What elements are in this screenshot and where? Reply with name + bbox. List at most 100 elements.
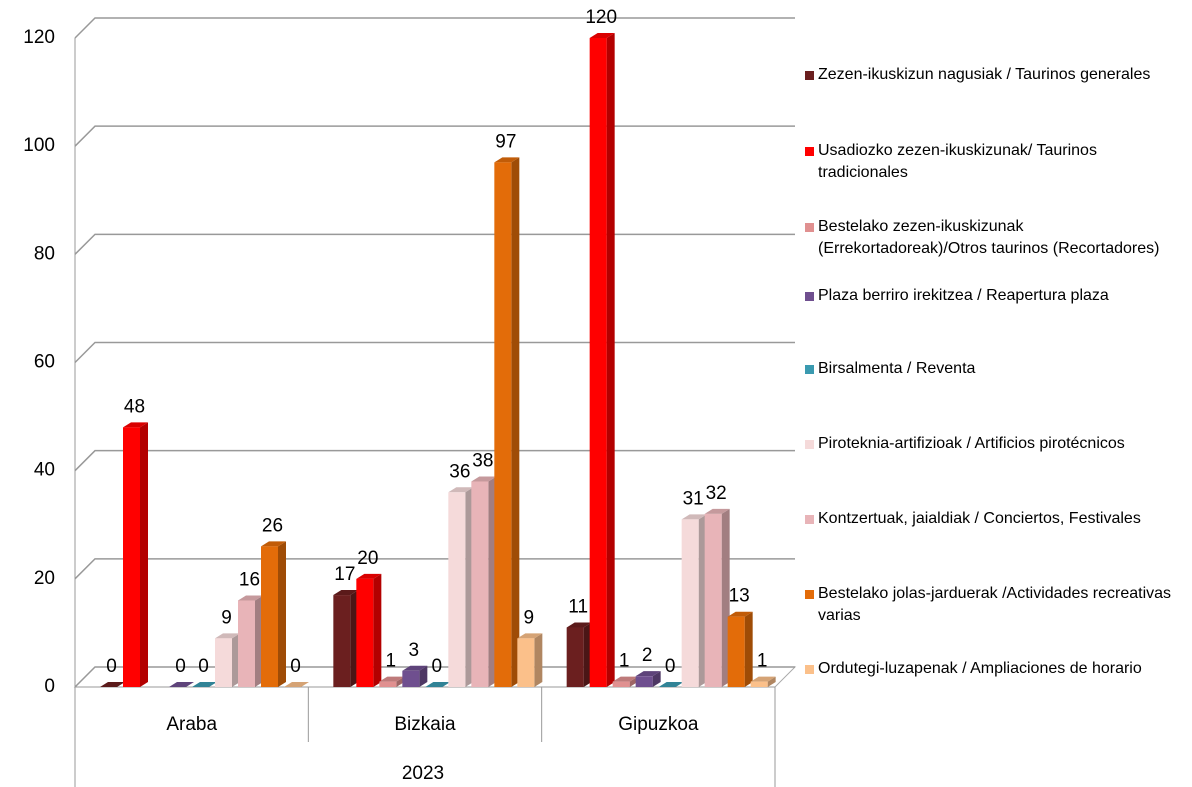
bar [750, 676, 776, 687]
bar-front [681, 519, 699, 687]
legend-item: Ordutegi-luzapenak / Ampliaciones de hor… [805, 658, 1185, 680]
bar [704, 508, 730, 687]
bar-side [744, 611, 753, 687]
grid-line [74, 341, 795, 364]
bar [284, 682, 309, 687]
y-tick-label: 60 [34, 352, 55, 373]
y-tick-label: 120 [23, 27, 55, 48]
bar-top [169, 682, 194, 687]
grid-line [74, 17, 795, 39]
legend-label: Bestelako jolas-jarduerak /Actividades r… [818, 585, 1172, 624]
bar-top [448, 487, 474, 493]
value-label: 0 [290, 656, 301, 677]
bar-top [425, 682, 451, 687]
bar-front [727, 616, 745, 687]
grid-line [74, 666, 795, 688]
bar-top [750, 676, 776, 682]
y-tick-label: 100 [23, 135, 55, 156]
bar-side [652, 671, 661, 687]
value-label: 97 [495, 131, 516, 152]
bar-side [534, 633, 543, 687]
bar [425, 682, 451, 687]
bar-front [704, 513, 722, 687]
grid-line [74, 233, 795, 255]
grid-line [74, 558, 795, 580]
bar-top [192, 682, 217, 687]
bar-front [494, 162, 512, 687]
legend-swatch [805, 590, 814, 599]
bar-side [278, 541, 286, 687]
y-tick-label: 0 [44, 676, 55, 697]
value-label: 48 [124, 396, 145, 417]
bar-front [238, 600, 255, 687]
bar-front [356, 578, 374, 687]
bar-side [606, 33, 615, 687]
grid-line [74, 449, 795, 472]
bar-side [140, 422, 148, 687]
value-label: 0 [198, 656, 209, 677]
value-label: 36 [449, 461, 470, 482]
grid-line [74, 125, 795, 147]
bar-front [750, 681, 768, 687]
bar-top [356, 573, 382, 579]
legend-item: Zezen-ikuskizun nagusiak / Taurinos gene… [805, 64, 1185, 86]
bar-top [261, 541, 286, 547]
bar-front [333, 595, 351, 687]
bar-side [767, 676, 776, 687]
bar-side [373, 573, 382, 687]
bar [333, 590, 359, 687]
bar-top [471, 476, 497, 482]
legend-label: Bestelako zezen-ikuskizunak (Errekortado… [818, 218, 1160, 257]
value-label: 17 [334, 564, 355, 585]
legend-label: Plaza berriro irekitzea / Reapertura pla… [818, 287, 1109, 304]
value-label: 26 [262, 515, 283, 536]
legend-label: Usadiozko zezen-ikuskizunak/ Taurinos tr… [818, 142, 1097, 181]
bar-top [238, 595, 263, 601]
x-tick-label: Bizkaia [394, 714, 456, 735]
x-tick-label: Gipuzkoa [618, 714, 699, 735]
value-label: 120 [585, 7, 617, 28]
value-label: 1 [386, 651, 397, 672]
bar [448, 487, 474, 687]
bar-top [379, 676, 405, 682]
bar [471, 476, 497, 687]
value-label: 0 [106, 656, 117, 677]
bar-top [681, 514, 707, 520]
legend-label: Kontzertuak, jaialdiak / Conciertos, Fes… [818, 510, 1141, 527]
legend-label: Zezen-ikuskizun nagusiak / Taurinos gene… [818, 66, 1151, 83]
legend-label: Piroteknia-artifizioak / Artificios piro… [818, 435, 1125, 452]
legend-item: Bestelako zezen-ikuskizunak (Errekortado… [805, 216, 1185, 260]
legend-swatch [805, 292, 814, 301]
value-label: 31 [683, 488, 704, 509]
value-label: 20 [357, 548, 378, 569]
legend-label: Ordutegi-luzapenak / Ampliaciones de hor… [818, 660, 1142, 677]
value-label: 32 [706, 483, 727, 504]
bar [658, 682, 684, 687]
value-label: 11 [568, 597, 588, 618]
bar-top [100, 682, 125, 687]
bar-front [215, 638, 232, 687]
bar-top [566, 622, 592, 628]
bar-top [123, 422, 148, 428]
y-tick-label: 80 [34, 243, 55, 264]
value-label: 1 [619, 651, 630, 672]
legend-swatch [805, 365, 814, 374]
legend-item: Piroteknia-artifizioak / Artificios piro… [805, 433, 1185, 455]
bar [681, 514, 707, 687]
bar-top [284, 682, 309, 687]
x-tick-label: Araba [166, 714, 217, 735]
legend-item: Plaza berriro irekitzea / Reapertura pla… [805, 285, 1185, 307]
bar-top [612, 676, 638, 682]
bar [566, 622, 592, 687]
value-label: 38 [472, 450, 493, 471]
value-label: 0 [175, 656, 186, 677]
bar-front [612, 681, 630, 687]
value-label: 3 [409, 640, 420, 661]
bar [261, 541, 286, 687]
bar-top [402, 665, 428, 671]
bar [494, 157, 520, 687]
value-label: 13 [729, 586, 750, 607]
bar [192, 682, 217, 687]
value-label: 0 [432, 656, 443, 677]
